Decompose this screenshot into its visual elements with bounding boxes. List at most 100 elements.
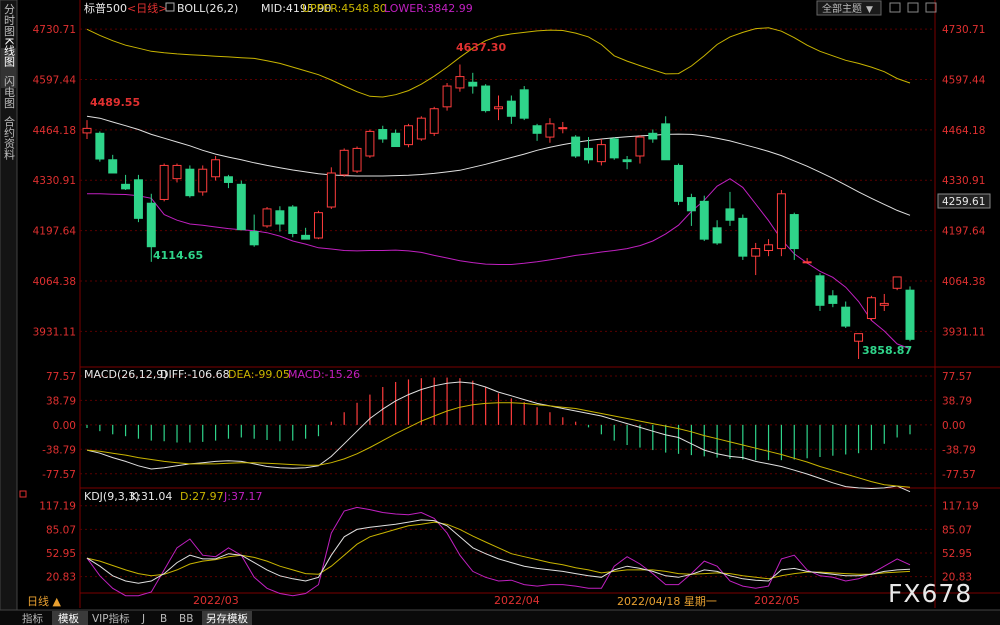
macd-y-tick-left: -38.79 [42,444,76,456]
main-y-tick-right: 4597.44 [942,74,986,86]
candle-body [211,159,221,178]
candle-body [712,227,722,244]
candle-body [133,179,143,219]
candle [442,83,452,111]
tab-indicator[interactable]: 指标 [22,612,43,625]
tab-j[interactable]: J [141,613,145,625]
candle [133,174,143,223]
macd-y-tick-left: 77.57 [46,371,76,383]
candle [738,214,748,260]
tab-contract-info[interactable]: 合约资料 [3,115,16,161]
candle-body [532,125,542,134]
panel-toolbar-icons[interactable] [889,2,937,13]
maximize-icon [907,2,919,13]
main-y-tick-right: 4730.71 [942,24,985,36]
candle-body [545,123,555,138]
svg-text:VIP指标: VIP指标 [92,612,130,625]
last-price-box: 4259.61 [937,193,991,209]
candle-body [635,136,645,157]
candle [571,135,581,158]
svg-text:全部主题: 全部主题 [822,2,862,15]
tab-bb[interactable]: BB [179,613,193,625]
boll-lines [86,27,911,350]
candle-body [494,106,503,110]
tab-shandian[interactable]: 闪电图 [3,74,16,109]
macd-name: MACD(26,12,9) [84,368,168,381]
main-y-tick-left: 3931.11 [33,326,76,338]
candle-body [455,76,465,89]
candle [828,290,838,308]
bottom-toolbar: 指标 模板 VIP指标 J B BB 另存模板 [0,609,1000,625]
low1-label: 4114.65 [153,249,203,262]
candle [725,191,735,226]
tab-fenshi[interactable]: 分时图 [3,3,16,37]
annotations: 4489.55 4637.30 4114.65 3858.87 [90,41,912,357]
candle [584,137,594,164]
candle-body [275,210,285,225]
x-label-2022-03: 2022/03 [193,594,239,607]
macd-diff-value: DIFF:-106.68 [160,368,230,381]
candle [172,163,182,183]
candle [905,286,915,342]
candle-body [378,129,388,140]
main-y-tick-left: 4064.38 [33,276,76,288]
candle [854,333,864,359]
kdj-d-value: D:27.97 [180,490,224,503]
candle-body [416,117,426,140]
candle-body [301,234,311,240]
candle [699,195,709,242]
candle [751,242,761,276]
candle [249,214,259,247]
theme-select[interactable]: 全部主题 ▼ [816,0,882,16]
kdj-y-tick-left: 85.07 [46,524,76,536]
candle [879,293,889,311]
tab-b[interactable]: B [160,613,167,625]
candle [609,137,619,160]
svg-text:指标: 指标 [22,612,43,625]
candle-body [866,297,876,320]
macd-value: MACD:-15.26 [288,368,360,381]
main-y-tick-right: 3931.11 [942,326,985,338]
main-legend: 标普500<日线> BOLL(26,2) MID:4195.90 UPPER:4… [84,1,473,15]
candle [429,106,439,136]
candle [198,165,208,196]
candle [108,154,118,174]
macd-diff-line [86,381,911,493]
macd-y-tick-left: 0.00 [53,420,76,432]
macd-legend: MACD(26,12,9) DIFF:-106.68 DEA:-99.05 MA… [84,368,360,381]
candle [275,206,285,232]
candle [596,138,606,166]
boll-mid-value: MID:4195.90 [261,2,331,15]
kdj-legend: KDJ(9,3,3) K:31.04 D:27.97 J:37.17 [19,490,262,503]
macd-y-tick-right: 77.57 [942,371,972,383]
tab-save-template[interactable]: 另存模板 [202,611,252,625]
boll-lower-line [87,178,911,350]
period-button[interactable]: 日线 ▲ [27,594,61,608]
kdj-settings-icon [19,490,27,498]
macd-y-tick-left: 38.79 [46,395,76,407]
candle-body [815,275,825,306]
candle-body [519,89,529,119]
candle [506,95,516,124]
main-y-axis: 4730.71 4730.71 4597.44 4597.44 4464.18 4464.… [33,24,986,338]
candle-body [339,149,349,176]
kdj-lines [86,506,911,597]
macd-dea-line [86,402,911,488]
candle-body [648,132,658,140]
tab-kline[interactable]: K线图 [3,37,16,67]
candle-body [751,248,761,257]
svg-text:BB: BB [179,613,193,625]
indicator-icon[interactable] [165,2,175,12]
candle-body [841,306,851,327]
tab-vip-indicator[interactable]: VIP指标 [92,612,130,625]
candle [313,210,323,240]
candle-body [854,333,864,342]
svg-text:B: B [160,613,167,625]
main-y-tick-left: 4330.91 [33,175,76,187]
tab-template[interactable]: 模板 [52,611,88,625]
macd-dea-value: DEA:-99.05 [228,368,290,381]
candle [481,84,491,113]
candle-body [905,289,915,340]
last-price: 4259.61 [942,196,985,208]
candle [776,190,786,257]
